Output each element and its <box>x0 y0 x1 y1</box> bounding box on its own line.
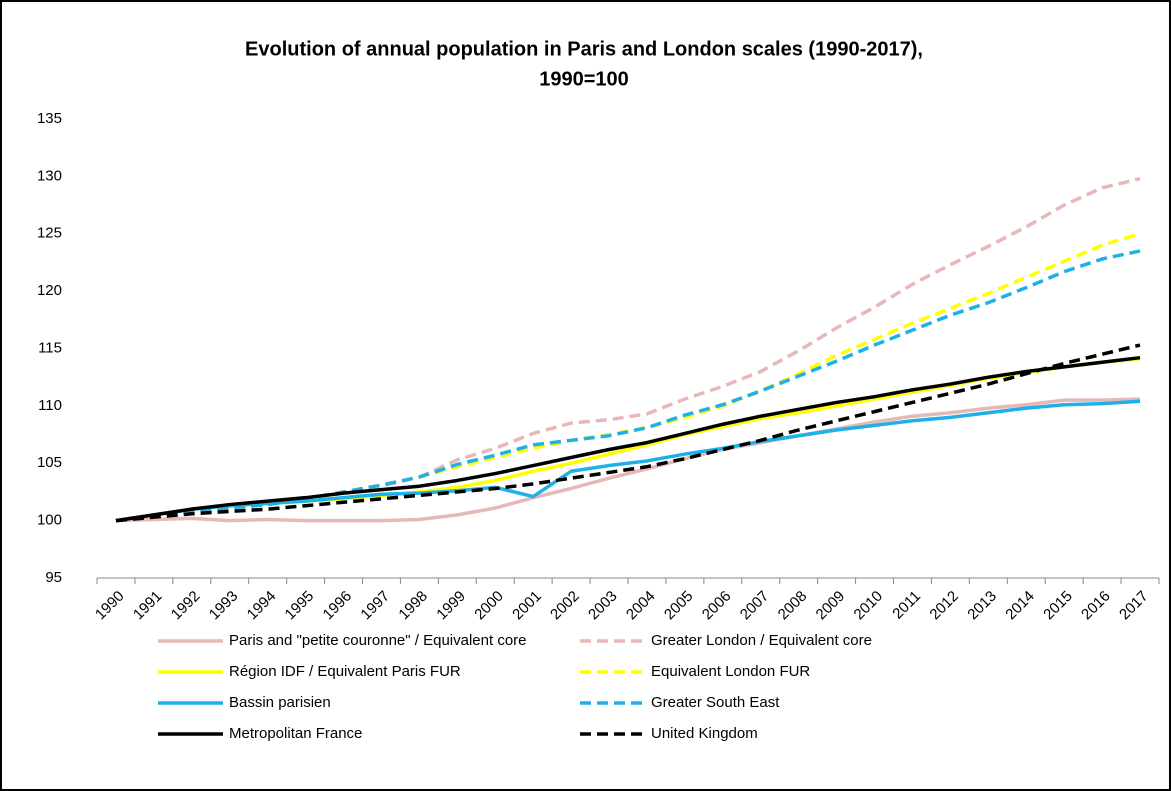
legend-label: Metropolitan France <box>229 725 362 742</box>
chart-title: Evolution of annual population in Paris … <box>245 38 923 60</box>
y-tick-label: 100 <box>37 512 62 529</box>
y-tick-label: 110 <box>38 397 62 414</box>
legend-label: Greater London / Equivalent core <box>651 632 872 649</box>
legend-label: United Kingdom <box>651 725 758 742</box>
legend-label: Bassin parisien <box>229 694 331 711</box>
legend-label: Paris and "petite couronne" / Equivalent… <box>229 632 527 649</box>
y-tick-label: 135 <box>37 110 62 127</box>
legend-label: Région IDF / Equivalent Paris FUR <box>229 663 461 680</box>
chart-title: 1990=100 <box>539 68 629 90</box>
legend-label: Greater South East <box>651 694 780 711</box>
y-tick-label: 125 <box>37 225 62 242</box>
y-tick-label: 115 <box>38 339 62 356</box>
y-tick-label: 105 <box>37 454 62 471</box>
line-series <box>115 249 1141 523</box>
line-series <box>115 355 1141 523</box>
y-tick-label: 120 <box>37 282 62 299</box>
y-tick-label: 95 <box>45 569 62 586</box>
line-series <box>115 397 1141 523</box>
line-series <box>115 343 1141 523</box>
legend-label: Equivalent London FUR <box>651 663 810 680</box>
y-tick-label: 130 <box>37 167 62 184</box>
